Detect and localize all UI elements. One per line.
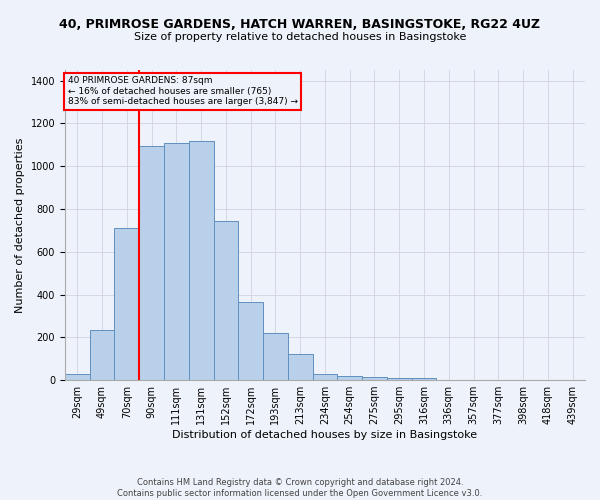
Bar bbox=[263, 333, 288, 380]
Bar bbox=[65, 374, 89, 380]
Bar bbox=[189, 140, 214, 380]
Bar bbox=[115, 228, 139, 380]
Y-axis label: Number of detached properties: Number of detached properties bbox=[15, 138, 25, 312]
Bar bbox=[238, 302, 263, 380]
Bar bbox=[387, 378, 412, 380]
Bar bbox=[313, 374, 337, 380]
Text: 40, PRIMROSE GARDENS, HATCH WARREN, BASINGSTOKE, RG22 4UZ: 40, PRIMROSE GARDENS, HATCH WARREN, BASI… bbox=[59, 18, 541, 30]
Bar bbox=[412, 378, 436, 380]
Bar bbox=[214, 221, 238, 380]
X-axis label: Distribution of detached houses by size in Basingstoke: Distribution of detached houses by size … bbox=[172, 430, 478, 440]
Bar bbox=[139, 146, 164, 380]
Text: Contains HM Land Registry data © Crown copyright and database right 2024.
Contai: Contains HM Land Registry data © Crown c… bbox=[118, 478, 482, 498]
Bar bbox=[164, 142, 189, 380]
Text: Size of property relative to detached houses in Basingstoke: Size of property relative to detached ho… bbox=[134, 32, 466, 42]
Bar bbox=[288, 354, 313, 380]
Bar bbox=[337, 376, 362, 380]
Text: 40 PRIMROSE GARDENS: 87sqm
← 16% of detached houses are smaller (765)
83% of sem: 40 PRIMROSE GARDENS: 87sqm ← 16% of deta… bbox=[68, 76, 298, 106]
Bar bbox=[362, 377, 387, 380]
Bar bbox=[89, 330, 115, 380]
